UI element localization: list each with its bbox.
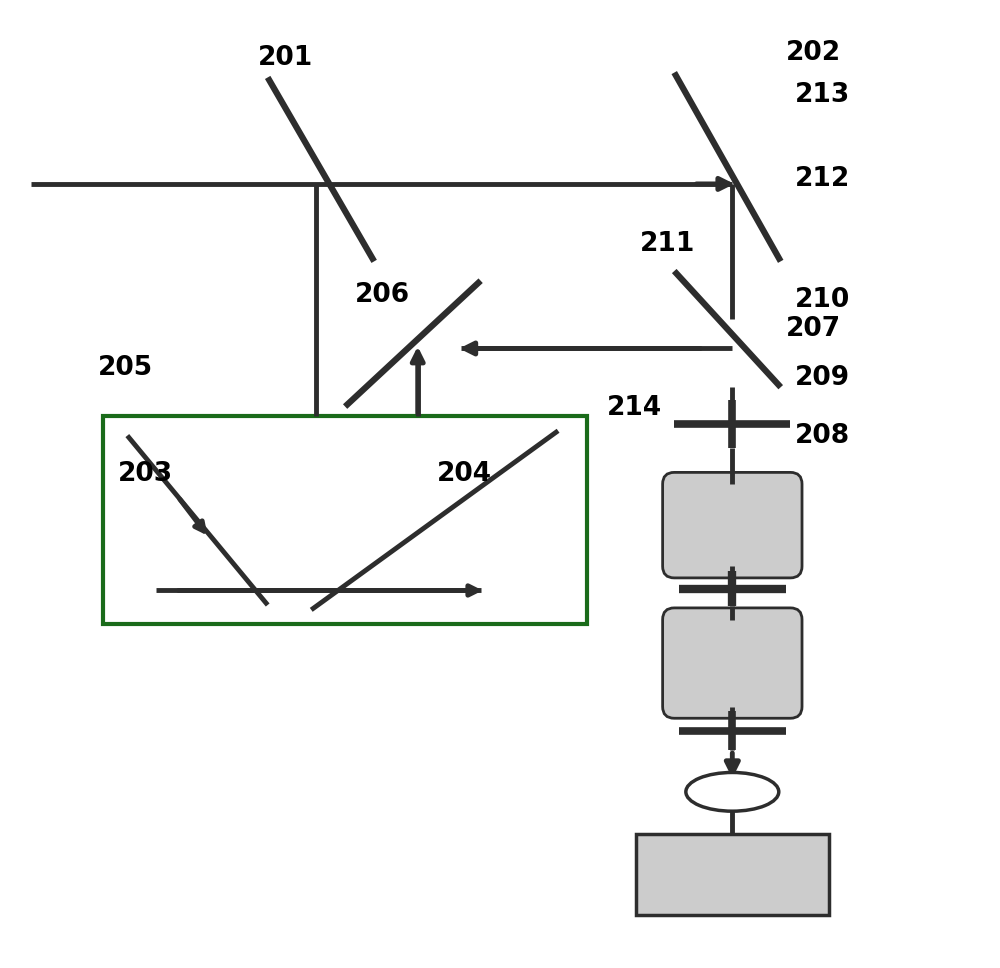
Text: 209: 209: [795, 365, 850, 390]
FancyBboxPatch shape: [663, 608, 802, 718]
Text: 207: 207: [786, 317, 841, 342]
Text: 212: 212: [795, 166, 850, 192]
Text: 210: 210: [795, 287, 850, 313]
Text: 206: 206: [355, 283, 410, 308]
Text: 208: 208: [795, 423, 850, 448]
Ellipse shape: [686, 772, 779, 811]
Text: 214: 214: [606, 396, 662, 421]
Text: 205: 205: [98, 355, 153, 380]
Text: 211: 211: [640, 231, 696, 257]
Bar: [636, 834, 829, 915]
Text: 202: 202: [786, 41, 841, 66]
Text: 213: 213: [795, 82, 850, 107]
Text: 204: 204: [437, 462, 492, 487]
FancyBboxPatch shape: [663, 472, 802, 578]
Bar: [103, 416, 587, 624]
Text: 203: 203: [118, 462, 173, 487]
Text: 201: 201: [258, 45, 313, 71]
